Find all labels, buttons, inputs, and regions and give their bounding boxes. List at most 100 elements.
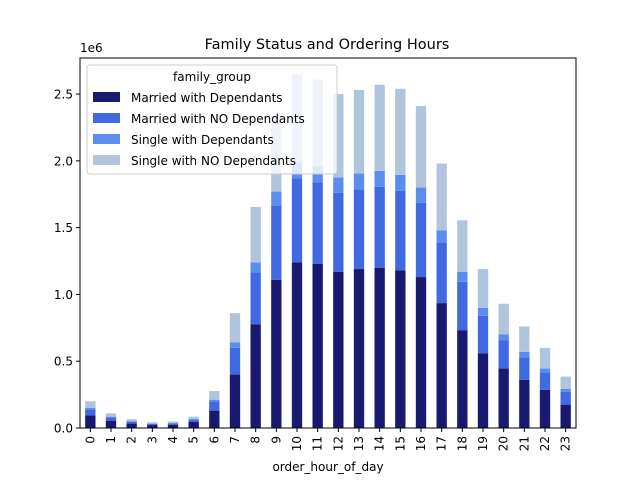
y-offset-label: 1e6	[80, 41, 103, 55]
bar-18-series-2	[457, 272, 467, 282]
bar-19-series-0	[478, 353, 488, 428]
y-tick-label: 0.0	[54, 422, 73, 436]
bar-6-series-3	[209, 391, 219, 400]
bar-0-series-2	[85, 408, 95, 409]
x-axis-label: order_hour_of_day	[272, 460, 383, 474]
x-tick-label: 4	[166, 436, 180, 444]
bar-13-series-2	[354, 174, 364, 190]
bar-6-series-2	[209, 400, 219, 402]
bar-15-series-3	[395, 89, 405, 175]
bar-10-series-0	[292, 262, 302, 428]
bar-5-series-0	[189, 422, 199, 428]
bar-4-series-1	[168, 423, 178, 424]
bar-1-series-2	[106, 417, 116, 418]
bar-9-series-1	[271, 206, 281, 280]
bar-22-series-3	[540, 348, 550, 369]
y-tick-label: 1.0	[54, 288, 73, 302]
x-tick-label: 19	[476, 436, 490, 451]
bar-2-series-0	[127, 424, 137, 428]
bar-16-series-3	[416, 106, 426, 187]
x-tick-label: 22	[538, 436, 552, 451]
x-tick-label: 16	[414, 436, 428, 451]
x-tick-label: 7	[228, 436, 242, 444]
legend-entry-label: Married with NO Dependants	[131, 112, 305, 126]
legend-swatch	[93, 92, 120, 102]
x-tick-label: 10	[290, 436, 304, 451]
y-tick-label: 2.0	[54, 154, 73, 168]
x-tick-label: 13	[352, 436, 366, 451]
bar-5-series-3	[189, 417, 199, 419]
bar-13-series-1	[354, 190, 364, 269]
x-tick-label: 9	[269, 436, 283, 444]
bar-23-series-0	[561, 405, 571, 428]
x-tick-label: 3	[145, 436, 159, 444]
bar-20-series-1	[499, 341, 509, 369]
bar-11-series-0	[313, 264, 323, 428]
legend: family_group Married with DependantsMarr…	[87, 65, 337, 174]
bar-14-series-1	[375, 187, 385, 268]
bar-12-series-0	[333, 272, 343, 428]
bar-12-series-2	[333, 178, 343, 193]
bar-7-series-2	[230, 343, 240, 348]
y-tick-label: 1.5	[54, 221, 73, 235]
bar-0-series-3	[85, 401, 95, 408]
bar-20-series-3	[499, 304, 509, 335]
bar-12-series-1	[333, 193, 343, 272]
bar-8-series-2	[251, 262, 261, 272]
y-axis: 0.00.51.01.52.02.5	[54, 88, 80, 436]
bar-4-series-3	[168, 421, 178, 423]
bar-16-series-0	[416, 277, 426, 428]
bar-14-series-0	[375, 268, 385, 428]
bar-11-series-1	[313, 182, 323, 263]
bar-6-series-1	[209, 401, 219, 410]
x-tick-label: 12	[331, 436, 345, 451]
x-tick-label: 18	[455, 436, 469, 451]
bar-2-series-3	[127, 419, 137, 421]
bar-14-series-3	[375, 85, 385, 171]
y-tick-label: 0.5	[54, 355, 73, 369]
bar-3-series-3	[147, 422, 157, 423]
bar-10-series-1	[292, 178, 302, 262]
x-tick-label: 2	[125, 436, 139, 444]
bar-18-series-0	[457, 330, 467, 428]
x-tick-label: 5	[187, 436, 201, 444]
bar-1-series-3	[106, 413, 116, 416]
bar-17-series-2	[437, 230, 447, 243]
bar-8-series-1	[251, 272, 261, 324]
bar-19-series-3	[478, 269, 488, 308]
x-tick-label: 17	[435, 436, 449, 451]
bar-17-series-0	[437, 303, 447, 428]
x-tick-label: 20	[497, 436, 511, 451]
bar-22-series-0	[540, 390, 550, 428]
legend-swatch	[93, 113, 120, 123]
legend-entry-label: Single with NO Dependants	[131, 154, 296, 168]
bar-20-series-2	[499, 334, 509, 340]
bar-13-series-3	[354, 90, 364, 173]
bar-5-series-2	[189, 419, 199, 420]
x-tick-label: 8	[249, 436, 263, 444]
bar-1-series-1	[106, 417, 116, 420]
bar-8-series-0	[251, 324, 261, 428]
bar-17-series-1	[437, 243, 447, 303]
legend-swatch	[93, 134, 120, 144]
bar-21-series-0	[519, 380, 529, 428]
bar-15-series-1	[395, 191, 405, 270]
x-tick-label: 14	[373, 436, 387, 451]
legend-swatch	[93, 155, 120, 165]
bar-13-series-0	[354, 269, 364, 428]
bar-7-series-3	[230, 313, 240, 342]
bar-2-series-1	[127, 422, 137, 424]
bar-23-series-1	[561, 392, 571, 405]
bar-17-series-3	[437, 164, 447, 231]
bar-15-series-0	[395, 270, 405, 428]
bar-16-series-2	[416, 188, 426, 203]
bar-15-series-2	[395, 175, 405, 191]
bar-3-series-1	[147, 424, 157, 425]
bar-16-series-1	[416, 203, 426, 277]
bar-7-series-1	[230, 348, 240, 375]
x-tick-label: 6	[207, 436, 221, 444]
x-tick-label: 21	[517, 436, 531, 451]
